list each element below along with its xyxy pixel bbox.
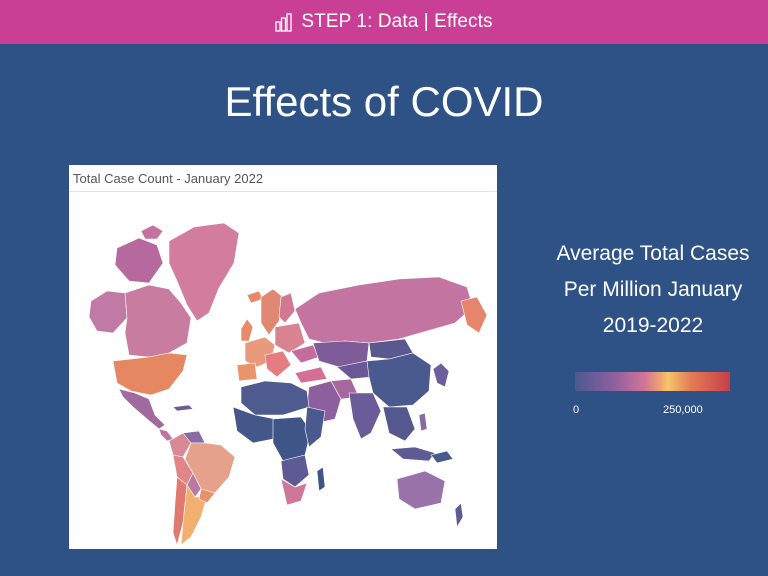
legend-title-line-2: Per Million January	[563, 278, 743, 301]
region-russia-east	[460, 296, 488, 334]
region-caribbean	[172, 404, 194, 412]
region-uk	[240, 318, 254, 342]
region-korea-japan	[432, 362, 450, 388]
region-usa	[112, 352, 188, 396]
bar-chart-icon	[275, 12, 295, 32]
page-title: Effects of COVID	[224, 78, 544, 125]
region-china	[366, 352, 432, 408]
region-italy-balkans	[264, 350, 292, 378]
region-indonesia	[390, 446, 436, 462]
region-russia	[294, 276, 474, 344]
region-mexico	[118, 388, 166, 430]
region-north-africa	[240, 380, 310, 416]
legend-title: Average Total Cases Per Million January …	[548, 236, 758, 344]
region-brazil	[184, 442, 236, 494]
region-turkey	[294, 366, 328, 384]
map-panel[interactable]: Total Case Count - January 2022	[69, 165, 497, 549]
region-eastern-europe	[274, 322, 306, 354]
region-central-america	[158, 428, 174, 442]
legend-min-label: 0	[573, 404, 580, 416]
legend-color-scale	[575, 372, 730, 391]
region-southeast-asia	[382, 406, 416, 442]
region-colombia	[168, 432, 192, 458]
map-divider	[69, 191, 497, 192]
region-madagascar	[316, 466, 326, 492]
region-india	[348, 392, 382, 440]
region-arctic-islands-2	[140, 224, 164, 240]
region-arctic-islands	[114, 237, 164, 284]
region-canada	[124, 284, 192, 358]
map-title: Total Case Count - January 2022	[73, 171, 264, 186]
region-alaska	[88, 290, 128, 334]
region-iberia	[236, 362, 258, 382]
legend-title-line-3: 2019-2022	[602, 314, 704, 337]
region-scandinavia	[260, 288, 284, 336]
header-bar: STEP 1: Data | Effects	[0, 0, 768, 44]
region-greenland	[168, 222, 240, 322]
region-east-africa	[304, 406, 326, 448]
region-papua	[430, 450, 454, 464]
header-label: STEP 1: Data | Effects	[301, 11, 493, 32]
region-southern-africa-north	[280, 454, 310, 488]
region-new-zealand	[454, 502, 464, 528]
region-australia	[396, 470, 446, 510]
legend-title-line-1: Average Total Cases	[556, 242, 750, 265]
region-philippines	[418, 412, 428, 432]
legend-max-label: 250,000	[663, 404, 703, 416]
world-map[interactable]	[69, 193, 497, 549]
region-uruguay	[198, 488, 216, 504]
region-southern-africa	[280, 478, 308, 506]
region-finland	[278, 292, 296, 324]
